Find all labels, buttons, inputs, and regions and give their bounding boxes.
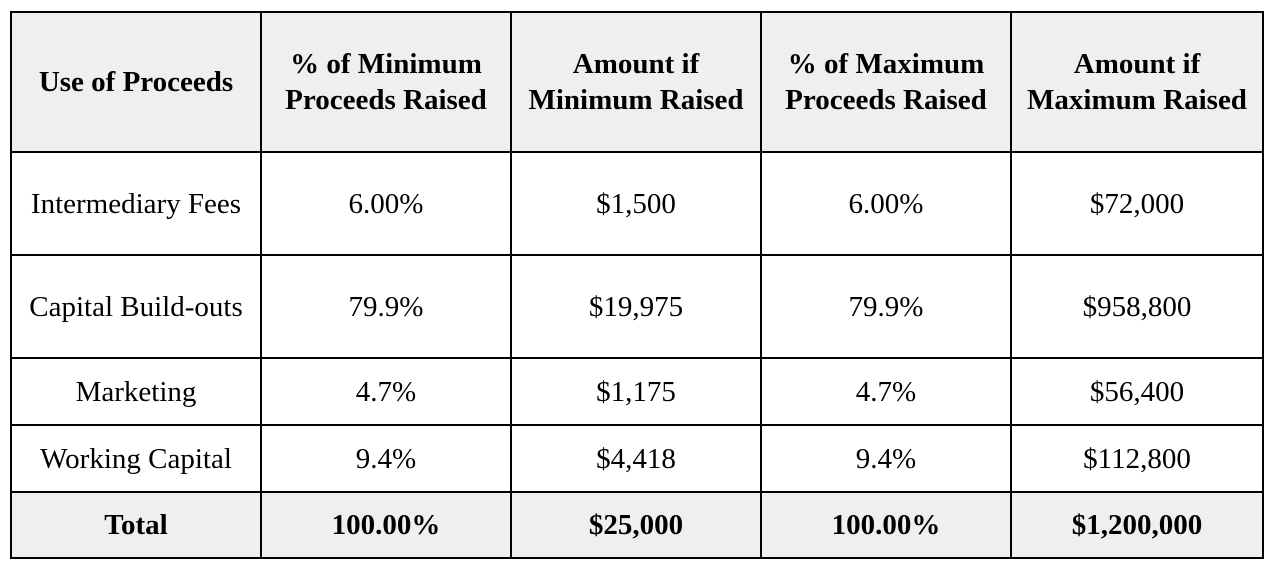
total-pct-maximum: 100.00% [760,491,1012,559]
table-total-row: Total 100.00% $25,000 100.00% $1,200,000 [10,491,1264,559]
table-header-row: Use of Proceeds % of Minimum Proceeds Ra… [10,11,1264,153]
total-amount-maximum: $1,200,000 [1010,491,1264,559]
cell-pct-maximum: 9.4% [760,424,1012,493]
cell-pct-minimum: 9.4% [260,424,512,493]
row-label: Working Capital [10,424,262,493]
row-label: Marketing [10,357,262,426]
row-label: Capital Build-outs [10,254,262,359]
total-label: Total [10,491,262,559]
cell-amount-minimum: $4,418 [510,424,762,493]
cell-pct-minimum: 4.7% [260,357,512,426]
cell-amount-maximum: $72,000 [1010,151,1264,256]
header-use-of-proceeds: Use of Proceeds [10,11,262,153]
cell-amount-minimum: $1,500 [510,151,762,256]
cell-pct-maximum: 6.00% [760,151,1012,256]
cell-amount-minimum: $1,175 [510,357,762,426]
table-row: Intermediary Fees 6.00% $1,500 6.00% $72… [10,151,1264,256]
cell-amount-maximum: $958,800 [1010,254,1264,359]
header-amount-maximum: Amount if Maximum Raised [1010,11,1264,153]
use-of-proceeds-table: Use of Proceeds % of Minimum Proceeds Ra… [10,11,1264,559]
row-label: Intermediary Fees [10,151,262,256]
cell-amount-maximum: $56,400 [1010,357,1264,426]
table-row: Marketing 4.7% $1,175 4.7% $56,400 [10,357,1264,426]
total-pct-minimum: 100.00% [260,491,512,559]
cell-pct-maximum: 4.7% [760,357,1012,426]
cell-amount-maximum: $112,800 [1010,424,1264,493]
table-row: Capital Build-outs 79.9% $19,975 79.9% $… [10,254,1264,359]
cell-pct-minimum: 79.9% [260,254,512,359]
table-row: Working Capital 9.4% $4,418 9.4% $112,80… [10,424,1264,493]
cell-pct-minimum: 6.00% [260,151,512,256]
header-pct-minimum: % of Minimum Proceeds Raised [260,11,512,153]
cell-pct-maximum: 79.9% [760,254,1012,359]
cell-amount-minimum: $19,975 [510,254,762,359]
total-amount-minimum: $25,000 [510,491,762,559]
header-amount-minimum: Amount if Minimum Raised [510,11,762,153]
header-pct-maximum: % of Maximum Proceeds Raised [760,11,1012,153]
